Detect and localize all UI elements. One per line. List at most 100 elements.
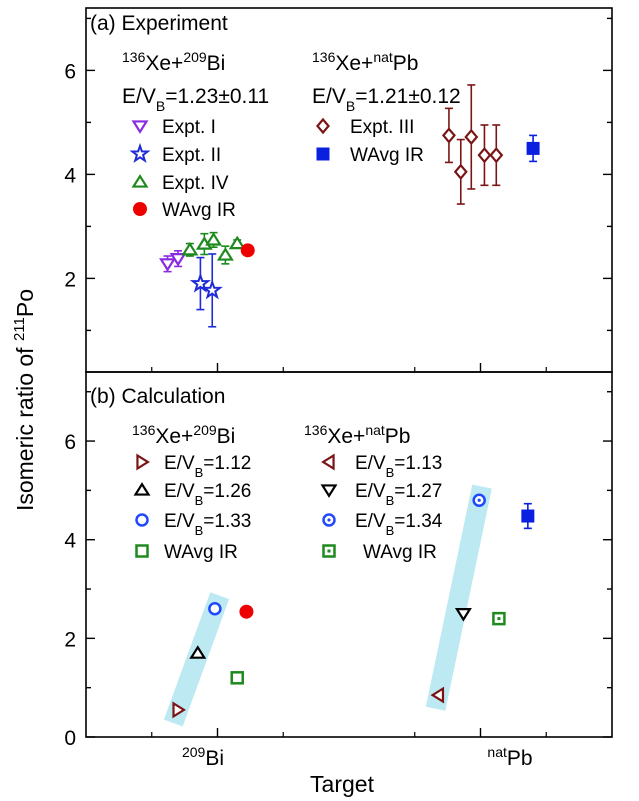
legend-b-right-marker-1-shape (320, 484, 338, 498)
panel-a-point-1-0 (189, 272, 212, 293)
y-tick-label: 6 (64, 431, 76, 454)
legend-a-left-label-2: Expt. IV (162, 173, 229, 194)
panel-a-point-2-4-shape (228, 235, 246, 250)
panel-b-point-0-0-shape (172, 701, 186, 719)
legend-b-left-marker-0-shape (136, 453, 150, 471)
legend-b-left-marker-1 (133, 482, 151, 496)
panel-a-point-2-2-shape (205, 231, 223, 246)
panel-a-point-2-2 (205, 231, 223, 246)
legend-a-right-label-1: WAvg IR (350, 145, 424, 166)
panel-a-reaction-pb: 136Xe+natPb (312, 49, 418, 75)
legend-b-right-marker-3 (322, 544, 336, 558)
panel-b-point-9-0-shape (521, 509, 535, 523)
y-tick-label: 2 (64, 628, 76, 651)
panel-b-point-9-0 (521, 509, 535, 523)
panel-b-point-7-0 (472, 493, 486, 507)
legend-b-left-label-0: E/VB=1.12 (164, 453, 251, 480)
panel-b-point-4-0 (239, 604, 254, 619)
panel-a-point-4-3 (477, 146, 492, 164)
panel-a-point-0-0 (159, 258, 177, 272)
highlight-band-0 (163, 592, 230, 727)
legend-a-left-label-0: Expt. I (162, 117, 216, 138)
panel-a-energy-bi: E/VB=1.23±0.11 (122, 85, 269, 114)
legend-b-left-marker-0 (136, 453, 150, 471)
panel-a-point-4-0 (441, 127, 456, 144)
panel-a-point-2-3 (216, 247, 234, 261)
panel-a-energy-pb: E/VB=1.21±0.12 (312, 85, 461, 114)
panel-a-point-4-3-shape (477, 146, 492, 164)
legend-a-left-marker-1-shape (129, 142, 151, 164)
highlight-band-1 (425, 484, 492, 711)
panel-a-point-2-3-shape (216, 247, 234, 261)
panel-b-point-3-0-shape (230, 671, 244, 685)
panel-b-point-6-0 (454, 608, 472, 622)
legend-layer: Expt. I Expt. II Expt. IV WAvg IR Expt. III W… (129, 117, 443, 563)
panel-a-reaction-bi: 136Xe+209Bi (122, 49, 225, 75)
panel-b-point-4-0-shape (239, 604, 254, 619)
panel-a-point-5-0-shape (526, 141, 540, 155)
panel-a-point-1-1 (201, 279, 223, 300)
panel-b-reaction-bi: 136Xe+209Bi (132, 422, 235, 448)
y-tick-label: 0 (64, 727, 76, 750)
panel-a-point-4-4-shape (489, 146, 504, 164)
panel-a-point-4-1 (453, 163, 468, 180)
panel-b-point-1-0-shape (189, 645, 207, 659)
bands-layer (163, 484, 492, 727)
legend-a-left-marker-1 (129, 142, 151, 164)
legend-b-right-marker-0 (321, 453, 335, 471)
panel-a-point-0-1 (169, 252, 187, 267)
y-tick-label: 2 (64, 268, 76, 291)
panel-a-point-5-0 (526, 141, 540, 155)
panel-a-point-4-1-shape (453, 163, 468, 180)
x-axis-label: Target (310, 771, 375, 797)
panel-a-point-3-0 (240, 243, 255, 258)
legend-b-left-marker-3 (135, 544, 149, 558)
legend-a-right-marker-0 (316, 117, 330, 135)
legend-a-left-marker-3 (133, 202, 147, 216)
legend-a-right-marker-1-shape (316, 147, 330, 161)
legend-b-left-marker-2 (135, 513, 149, 527)
panel-b-point-2-0-shape (208, 602, 222, 616)
legend-a-left-label-3: WAvg IR (162, 200, 236, 221)
panel-b-reaction-pb: 136Xe+natPb (304, 422, 410, 448)
legend-b-right-marker-0-shape (321, 453, 335, 471)
axes-layer: 2 4 6 0 2 4 6 (64, 7, 613, 750)
legend-b-left-marker-3-shape (135, 544, 149, 558)
legend-b-right-label-0: E/VB=1.13 (355, 453, 442, 480)
panel-a-point-2-4 (228, 235, 246, 250)
legend-b-right-marker-3-dot (327, 549, 331, 553)
panel-b-point-6-0-shape (454, 608, 472, 622)
panel-b-point-5-0 (430, 686, 445, 704)
legend-b-right-marker-2-dot (327, 518, 331, 522)
legend-b-right-marker-1 (320, 484, 338, 498)
y-axis-label: Isomeric ratio of 211Po (11, 289, 38, 511)
data-layer (159, 84, 540, 719)
panel-a-point-3-0-shape (240, 243, 255, 258)
legend-b-left-marker-2-shape (135, 513, 149, 527)
legend-a-left-marker-3-shape (133, 202, 147, 216)
panel-a-point-4-2 (464, 128, 479, 146)
panel-a-title: (a) Experiment (90, 12, 228, 35)
panel-a-point-2-0 (181, 241, 199, 256)
panel-a-point-1-1-shape (201, 279, 223, 300)
legend-a-right-marker-1 (316, 147, 330, 161)
panel-b-point-0-0 (172, 701, 186, 719)
legend-a-right-marker-0-shape (316, 117, 330, 135)
panel-b-point-2-0 (208, 602, 222, 616)
legend-a-left-label-1: Expt. II (162, 145, 221, 166)
legend-a-left-marker-2 (131, 174, 149, 188)
legend-a-left-marker-2-shape (131, 174, 149, 188)
panel-b-point-1-0 (189, 645, 207, 659)
panel-a-point-0-0-shape (159, 258, 177, 272)
panel-b-frame (85, 371, 613, 738)
panel-b-point-7-0-dot (477, 498, 481, 502)
legend-a-right-label-0: Expt. III (350, 117, 414, 138)
legend-b-left-label-1: E/VB=1.26 (164, 481, 251, 508)
y-tick-label: 4 (64, 164, 76, 187)
y-tick-label: 4 (64, 530, 76, 553)
legend-a-left-marker-0 (131, 120, 149, 134)
panel-a-point-4-2-shape (464, 128, 479, 146)
panel-b-point-3-0 (230, 671, 244, 685)
x-tick-label-bi: 209Bi (182, 744, 224, 770)
legend-b-left-marker-1-shape (133, 482, 151, 496)
